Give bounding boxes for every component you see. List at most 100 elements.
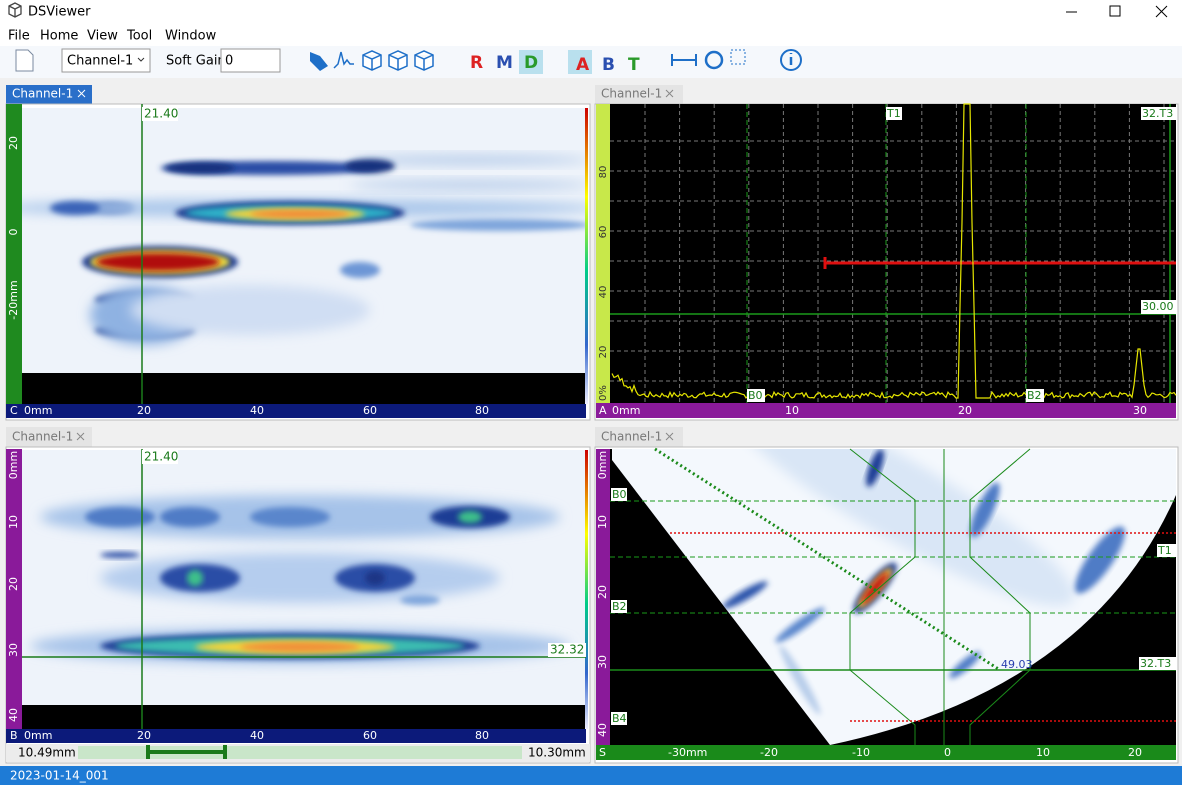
gate-label: B4 bbox=[612, 712, 627, 725]
open-button[interactable] bbox=[15, 49, 34, 72]
maximize-button[interactable] bbox=[1109, 5, 1121, 17]
y-tick-label: 30 bbox=[596, 655, 609, 669]
cursor-label-bg bbox=[142, 450, 178, 464]
gate-a-button[interactable]: A bbox=[576, 55, 590, 75]
gate-label: 32.T3 bbox=[1140, 657, 1171, 670]
gate-label: B2 bbox=[612, 600, 627, 613]
panel-corner: S bbox=[599, 746, 606, 759]
cursor-label: 21.40 bbox=[144, 450, 178, 464]
gate-label: B0 bbox=[612, 488, 627, 501]
y-tick-label: 0 bbox=[7, 229, 20, 236]
x-tick-label: 20 bbox=[958, 404, 972, 417]
b-scan-ruler bbox=[6, 449, 22, 730]
echo-blob bbox=[1075, 526, 1125, 594]
refresh-button[interactable] bbox=[704, 50, 724, 70]
y-tick-label: 0% bbox=[598, 385, 609, 401]
x-tick-label: -20 bbox=[760, 746, 778, 759]
menu-item[interactable]: Window bbox=[165, 29, 217, 44]
ascan-button[interactable] bbox=[333, 51, 354, 69]
view-buttons[interactable] bbox=[362, 50, 434, 71]
y-tick-label: 30 bbox=[7, 643, 20, 657]
echo-blob bbox=[722, 581, 768, 609]
echo-blob bbox=[779, 645, 821, 715]
panel-corner: B bbox=[10, 729, 18, 742]
c-scan-x-axis bbox=[6, 404, 586, 418]
tab-active[interactable] bbox=[6, 85, 92, 104]
y-tick-label: 40 bbox=[598, 286, 609, 299]
close-button[interactable] bbox=[1155, 5, 1168, 18]
gate-label-bg bbox=[611, 712, 627, 725]
gate-r-button[interactable]: R bbox=[470, 53, 483, 73]
gate-lines bbox=[610, 500, 1176, 614]
tab-close[interactable] bbox=[665, 432, 674, 441]
gate-label-bg bbox=[611, 488, 627, 501]
menu-item[interactable]: File bbox=[8, 29, 30, 44]
gate-label-bg bbox=[1139, 657, 1176, 670]
y-tick-label: 40 bbox=[596, 723, 609, 737]
y-tick-label: 10 bbox=[596, 515, 609, 529]
tab-close[interactable] bbox=[665, 89, 674, 98]
echo-blob bbox=[970, 482, 1000, 538]
tab-close[interactable] bbox=[76, 432, 85, 441]
s-scan-blobs bbox=[722, 449, 1125, 715]
echo-blob bbox=[458, 511, 482, 523]
echo-blob bbox=[725, 449, 1075, 606]
gate-m-button[interactable]: M bbox=[496, 53, 513, 73]
a-scan-plot bbox=[610, 104, 1176, 403]
scroll-right-label: 10.30mm bbox=[528, 746, 586, 760]
tab[interactable] bbox=[595, 427, 683, 447]
x-tick-label: 80 bbox=[475, 404, 489, 417]
probe-button[interactable] bbox=[310, 52, 328, 71]
menu-item[interactable]: View bbox=[87, 29, 118, 44]
panel-corner: A bbox=[599, 404, 607, 417]
gate-b-button[interactable]: B bbox=[602, 55, 615, 75]
gate-d-button[interactable]: D bbox=[524, 53, 538, 73]
y-tick-label: 20 bbox=[598, 346, 609, 359]
gate-label-bg bbox=[1141, 107, 1177, 120]
scroll-thumb[interactable] bbox=[146, 745, 227, 759]
x-tick-label: 60 bbox=[363, 729, 377, 742]
echo-blob bbox=[160, 507, 220, 527]
y-tick-label: 10 bbox=[7, 515, 20, 529]
channel-select-value: Channel-1 bbox=[67, 54, 133, 69]
x-tick-label: -30mm bbox=[668, 746, 707, 759]
x-tick-label: 80 bbox=[475, 729, 489, 742]
measure-button[interactable] bbox=[671, 54, 697, 66]
status-bar bbox=[0, 766, 1182, 785]
channel-select[interactable] bbox=[61, 48, 151, 73]
y-tick-label: 20 bbox=[596, 585, 609, 599]
color-scale bbox=[585, 108, 588, 404]
menu-item[interactable]: Tool bbox=[126, 29, 152, 44]
y-tick-label: 0mm bbox=[596, 451, 609, 479]
soft-gain-value: 0 bbox=[225, 54, 233, 69]
y-tick-label: 60 bbox=[598, 226, 609, 239]
x-tick-label: 20 bbox=[137, 404, 151, 417]
echo-blob bbox=[96, 253, 220, 271]
echo-blob bbox=[350, 180, 586, 190]
echo-blob bbox=[165, 162, 235, 174]
echo-blob bbox=[85, 507, 155, 527]
zoom-button[interactable] bbox=[730, 49, 746, 65]
gate-label-bg bbox=[1026, 389, 1044, 402]
echo-blob bbox=[250, 210, 350, 218]
info-button[interactable] bbox=[780, 49, 802, 71]
y-tick-label: 20 bbox=[7, 136, 20, 150]
gate-label: B0 bbox=[748, 389, 763, 402]
gate-label: B2 bbox=[1027, 389, 1042, 402]
status-text: 2023-01-14_001 bbox=[10, 769, 109, 783]
app-icon bbox=[8, 2, 22, 18]
x-tick-label: 0mm bbox=[612, 404, 640, 417]
tab[interactable] bbox=[595, 85, 683, 104]
tab[interactable] bbox=[6, 427, 92, 447]
menu-item[interactable]: Home bbox=[40, 29, 78, 44]
color-scale bbox=[585, 450, 588, 729]
x-tick-label: 10 bbox=[785, 404, 799, 417]
gate-t-button[interactable]: T bbox=[628, 55, 640, 75]
echo-blob bbox=[365, 571, 385, 585]
gate-label-bg bbox=[1141, 300, 1177, 314]
echo-blob bbox=[861, 572, 889, 604]
echo-blob bbox=[130, 285, 370, 335]
tab-close[interactable] bbox=[77, 89, 86, 98]
soft-gain-input[interactable] bbox=[220, 48, 281, 73]
cursor-label-bg bbox=[548, 643, 586, 657]
